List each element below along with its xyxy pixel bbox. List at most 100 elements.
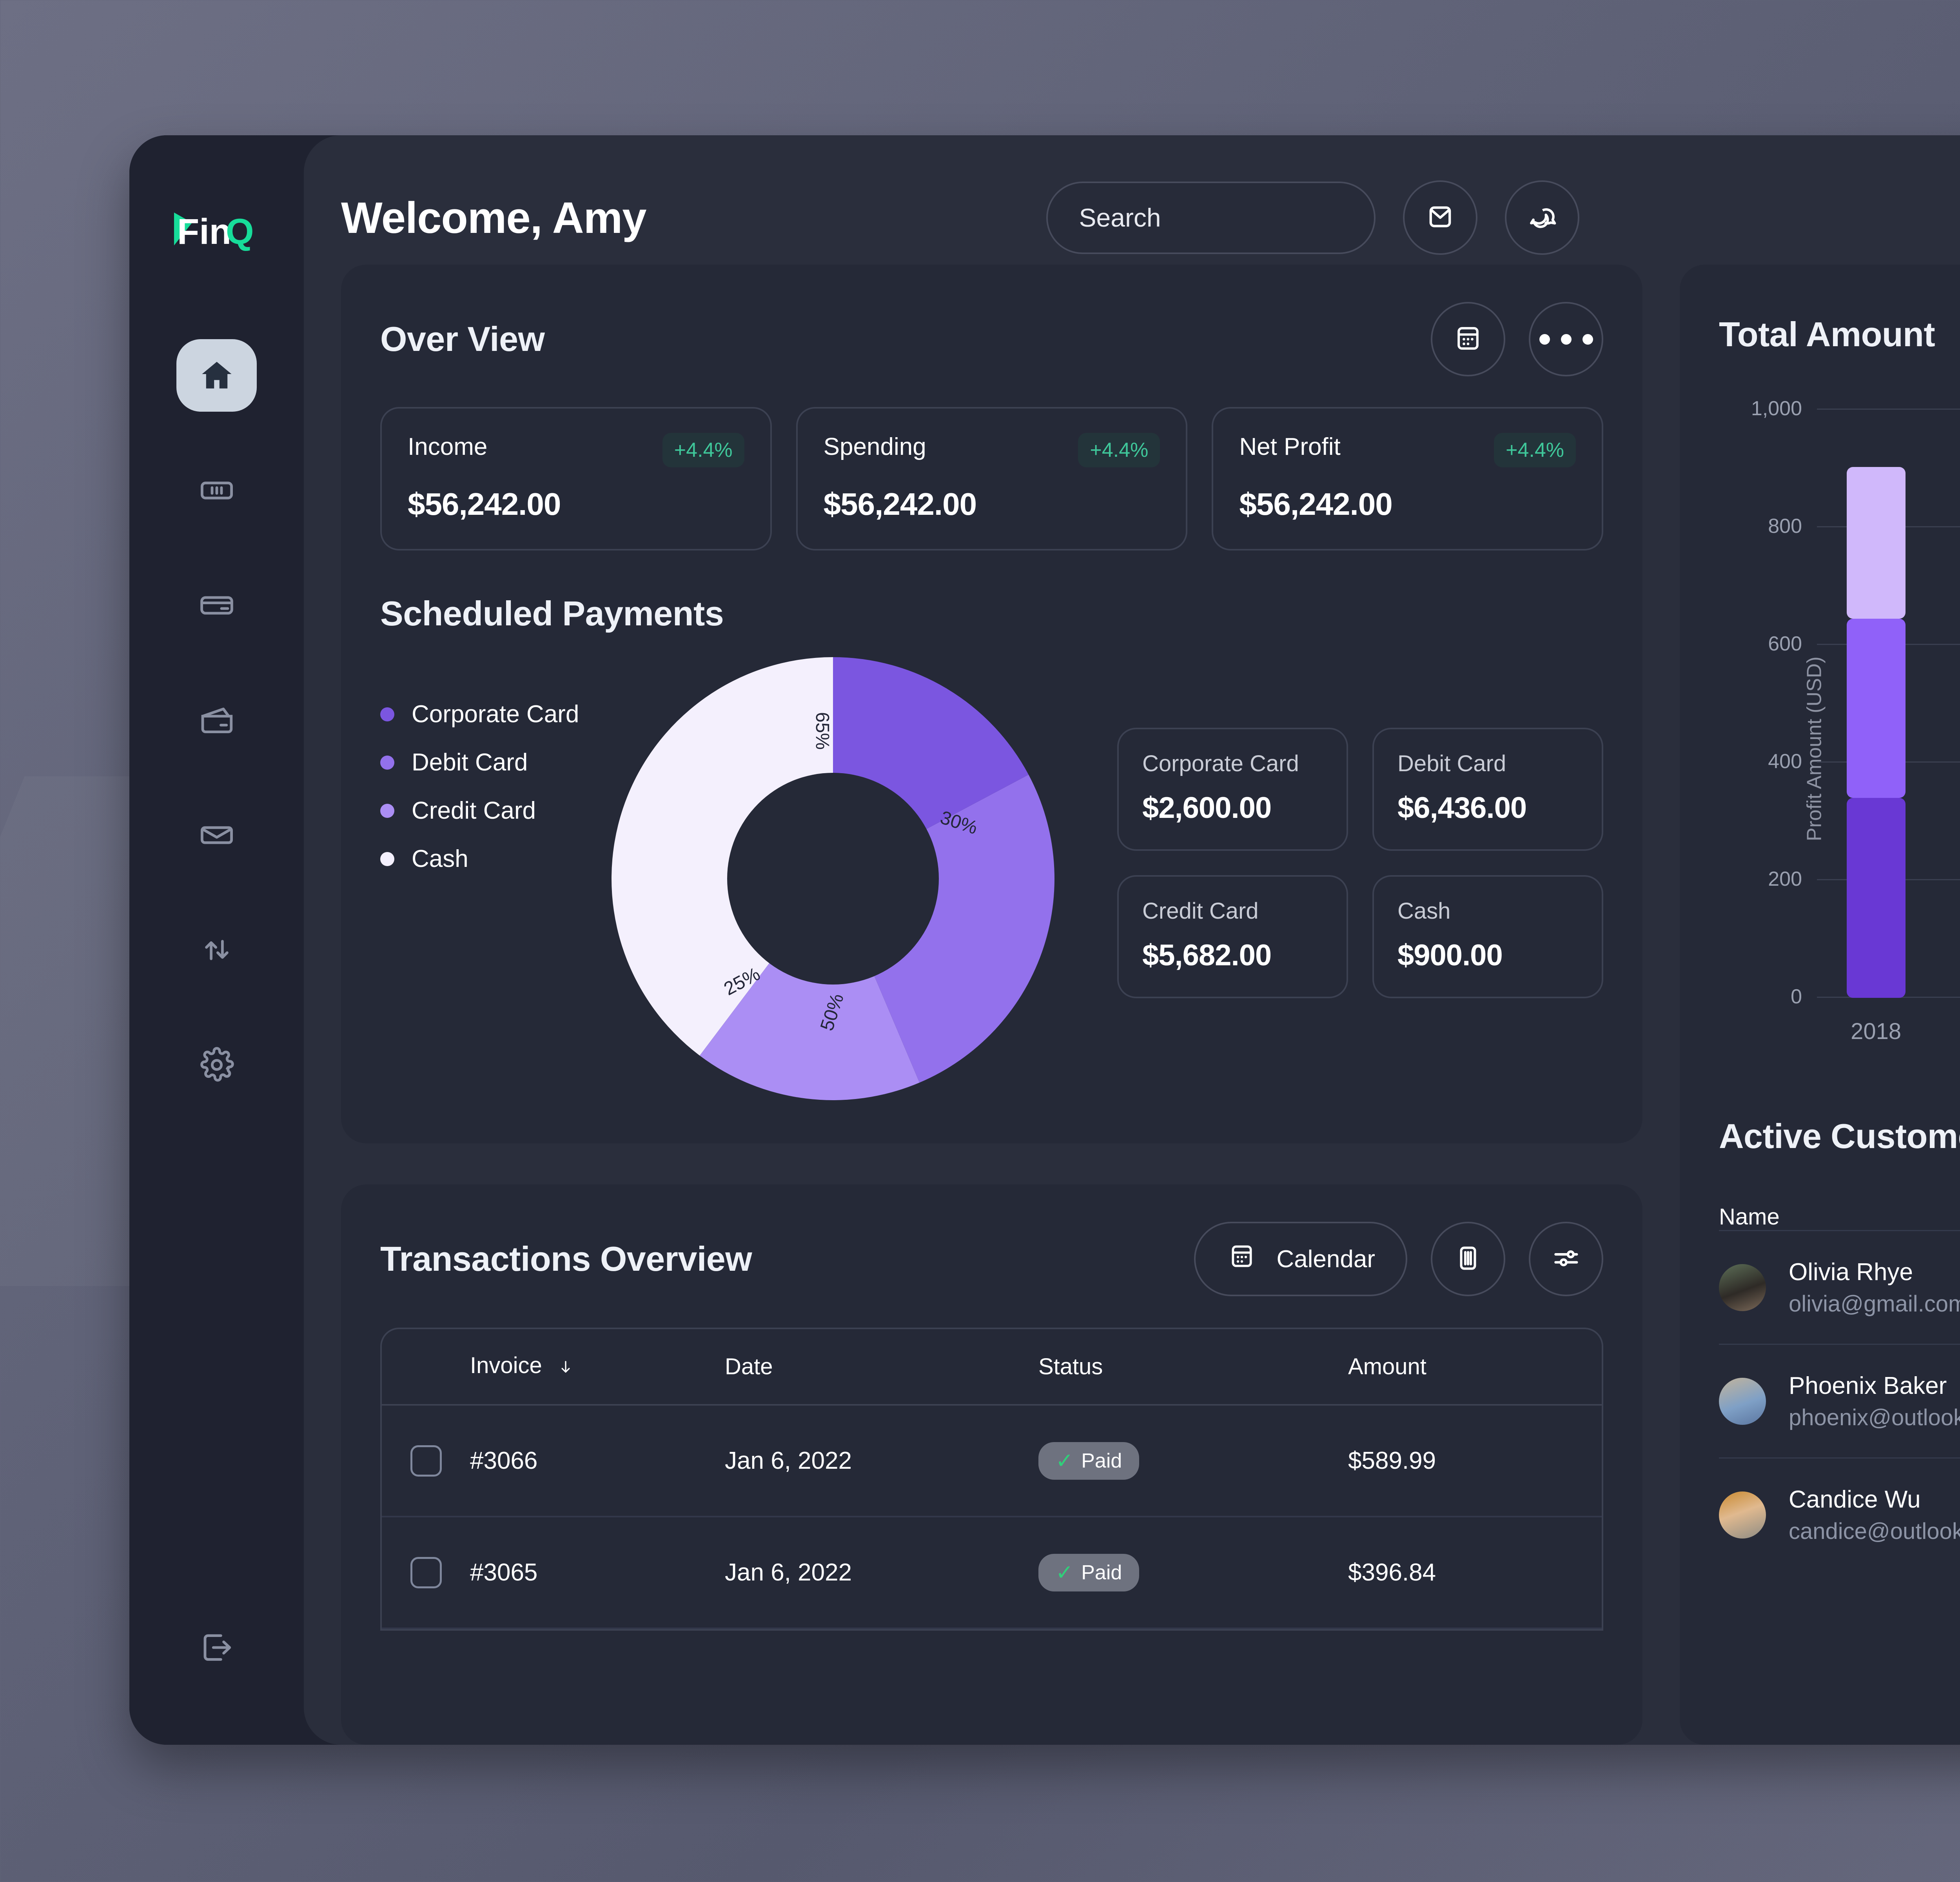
column-header-date[interactable]: Date: [725, 1354, 773, 1379]
payment-card-label: Cash: [1397, 898, 1451, 924]
payment-card-corporate-card[interactable]: Corporate Card $2,600.00: [1117, 728, 1348, 851]
sidebar-nav: [176, 339, 257, 1101]
list-item[interactable]: Olivia Rhye olivia@gmail.com Monthly: [1719, 1230, 1960, 1344]
transactions-header: Transactions Overview: [380, 1222, 1603, 1296]
bar-chart-icon: [198, 472, 236, 509]
bar-segment: [1846, 467, 1906, 619]
overview-panel: Over View: [341, 265, 1642, 1143]
columns-button[interactable]: [1431, 1222, 1505, 1296]
y-axis-tick: 800: [1768, 515, 1802, 538]
customer-name: Olivia Rhye: [1789, 1258, 1913, 1286]
bar-column[interactable]: 2018: [1817, 410, 1935, 1044]
sidebar-item-home[interactable]: [176, 339, 257, 412]
chart-bars: 2018201920222023: [1817, 410, 1960, 1044]
chat-button[interactable]: [1504, 180, 1579, 255]
column-header-status[interactable]: Status: [1038, 1354, 1103, 1379]
y-axis-tick: 200: [1768, 868, 1802, 890]
stat-card-spending[interactable]: Spending +4.4% $56,242.00: [796, 407, 1188, 550]
legend-item-debit-card[interactable]: Debit Card: [380, 748, 655, 776]
filter-button[interactable]: [1529, 1222, 1603, 1296]
sidebar-item-settings[interactable]: [176, 1028, 257, 1101]
total-amount-bar-chart[interactable]: Profit Amount (USD) 0 200 400 600 800 1,000 2…: [1719, 397, 1960, 1088]
scheduled-payments-body: Corporate Card Debit Card Credit Card: [380, 657, 1603, 1100]
payment-card-label: Credit Card: [1142, 898, 1259, 924]
table-row[interactable]: #3065 Jan 6, 2022 ✓ Paid $396.84: [382, 1517, 1602, 1629]
right-panel: Total Amount All Time Profit Amount (USD…: [1680, 265, 1960, 1745]
overview-more-button[interactable]: [1529, 302, 1603, 376]
sidebar: Fin Q: [129, 135, 304, 1745]
sidebar-item-analytics[interactable]: [176, 454, 257, 527]
stat-value: $56,242.00: [1239, 487, 1392, 521]
dashboard-body: Over View: [341, 265, 1960, 1745]
calendar-button-label: Calendar: [1276, 1245, 1375, 1273]
bar-column[interactable]: 2019: [1935, 410, 1960, 998]
customer-email: phoenix@outlook.com: [1789, 1405, 1960, 1431]
calendar-icon: [1226, 1241, 1258, 1278]
search-input[interactable]: [1079, 203, 1412, 233]
payment-card-value: $5,682.00: [1142, 939, 1272, 972]
payment-card-cash[interactable]: Cash $900.00: [1372, 875, 1603, 998]
calendar-button[interactable]: Calendar: [1194, 1222, 1407, 1296]
payment-card-value: $6,436.00: [1397, 791, 1527, 825]
arrow-down-icon: [557, 1355, 574, 1381]
search-box[interactable]: [1046, 181, 1441, 254]
customer-email: olivia@gmail.com: [1789, 1291, 1960, 1317]
stat-label: Net Profit: [1239, 433, 1341, 460]
stat-card-income[interactable]: Income +4.4% $56,242.00: [380, 407, 772, 550]
customers-title: Active Customers: [1719, 1116, 1960, 1155]
legend-swatch: [380, 707, 394, 721]
logout-button[interactable]: [198, 1629, 236, 1668]
sidebar-item-messages[interactable]: [176, 799, 257, 871]
legend-item-cash[interactable]: Cash: [380, 845, 655, 873]
row-checkbox[interactable]: [410, 1557, 442, 1588]
mail-button[interactable]: [1403, 180, 1477, 255]
donut-legend: Corporate Card Debit Card Credit Card: [380, 657, 655, 893]
payment-card-debit-card[interactable]: Debit Card $6,436.00: [1372, 728, 1603, 851]
legend-item-credit-card[interactable]: Credit Card: [380, 797, 655, 825]
columns-icon: [1452, 1242, 1485, 1277]
donut-slice-label-cash: 65%: [812, 712, 833, 750]
list-item[interactable]: Phoenix Baker phoenix@outlook.com Yearly: [1719, 1344, 1960, 1457]
main-content: Welcome, Amy: [304, 135, 1960, 1745]
sidebar-item-transfers[interactable]: [176, 914, 257, 986]
sidebar-item-cards[interactable]: [176, 569, 257, 641]
gear-icon: [198, 1046, 236, 1084]
overview-calendar-button[interactable]: [1431, 302, 1505, 376]
legend-item-corporate-card[interactable]: Corporate Card: [380, 700, 655, 728]
avatar: [1719, 1491, 1766, 1539]
stat-card-net-profit[interactable]: Net Profit +4.4% $56,242.00: [1212, 407, 1604, 550]
avatar: [1719, 1264, 1766, 1311]
row-checkbox[interactable]: [410, 1445, 442, 1477]
stat-delta-badge: +4.4%: [662, 433, 744, 467]
cell-invoice: #3066: [470, 1447, 538, 1474]
scheduled-payments-donut-chart[interactable]: 65% 30% 50% 25%: [612, 657, 1054, 1100]
cell-date: Jan 6, 2022: [725, 1559, 852, 1586]
column-header-amount[interactable]: Amount: [1348, 1354, 1426, 1379]
customers-column-headers: Name Purchase: [1719, 1204, 1960, 1230]
left-column: Over View: [341, 265, 1642, 1745]
payment-card-value: $2,600.00: [1142, 791, 1272, 825]
legend-label: Corporate Card: [412, 701, 579, 728]
wallet-icon: [198, 701, 236, 739]
transfer-arrows-icon: [198, 931, 236, 969]
legend-swatch: [380, 803, 394, 818]
column-header-invoice[interactable]: Invoice: [470, 1352, 725, 1381]
calendar-icon: [1452, 322, 1485, 357]
sidebar-item-wallet[interactable]: [176, 684, 257, 756]
list-item[interactable]: Candice Wu candice@outlook.com Monthly: [1719, 1457, 1960, 1571]
legend-label: Cash: [412, 845, 468, 872]
stat-label: Spending: [823, 433, 926, 460]
status-label: Paid: [1081, 1449, 1122, 1472]
column-header-name: Name: [1719, 1204, 1780, 1230]
cell-invoice: #3065: [470, 1559, 538, 1586]
x-axis-label: YEAR: [1817, 1041, 1960, 1065]
payment-card-credit-card[interactable]: Credit Card $5,682.00: [1117, 875, 1348, 998]
stat-delta-badge: +4.4%: [1078, 433, 1160, 467]
app-logo[interactable]: Fin Q: [172, 194, 262, 265]
mail-icon: [198, 816, 236, 854]
home-icon: [198, 357, 236, 394]
table-row[interactable]: #3066 Jan 6, 2022 ✓ Paid $589.99: [382, 1406, 1602, 1517]
x-axis-tick: 2018: [1851, 1019, 1902, 1044]
legend-label: Credit Card: [412, 797, 536, 824]
